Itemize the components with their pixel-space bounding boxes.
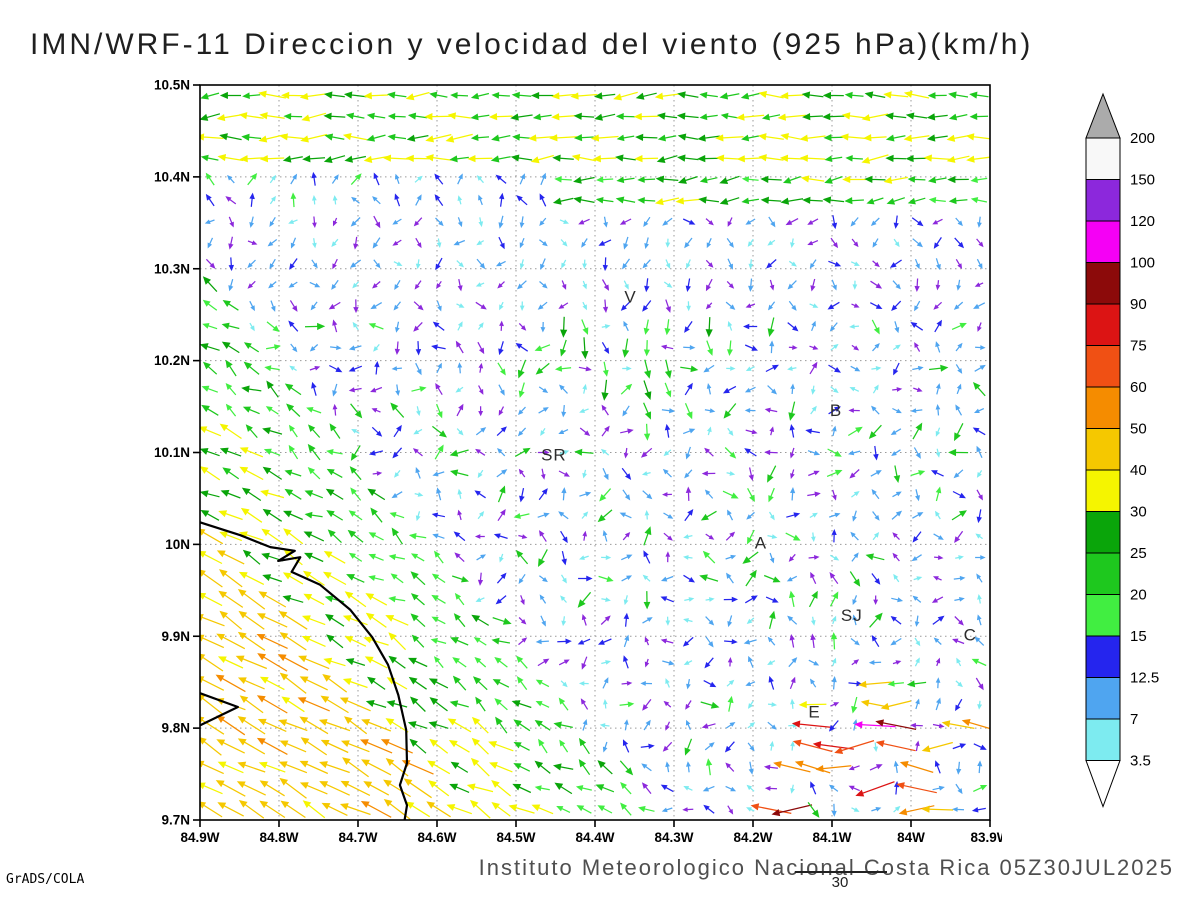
svg-text:150: 150 — [1130, 172, 1155, 189]
svg-text:84.1W: 84.1W — [812, 830, 851, 845]
grads-credit: GrADS/COLA — [6, 872, 85, 887]
svg-text:10.1N: 10.1N — [154, 445, 190, 460]
svg-text:7: 7 — [1130, 711, 1138, 728]
colorbar-segments — [1085, 137, 1121, 761]
x-axis-labels: 84.9W 84.8W 84.7W 84.6W 84.5W 84.4W 84.3W 84.2W… — [180, 830, 1002, 845]
svg-text:84W: 84W — [897, 830, 925, 845]
svg-text:83.9W: 83.9W — [970, 830, 1002, 845]
svg-text:9.7N: 9.7N — [161, 813, 190, 828]
svg-text:10.4N: 10.4N — [154, 169, 190, 184]
svg-text:84.2W: 84.2W — [733, 830, 772, 845]
map-plot: 84.9W 84.8W 84.7W 84.6W 84.5W 84.4W 84.3W 84.2W… — [154, 78, 1002, 846]
svg-text:200: 200 — [1130, 130, 1155, 147]
axis-ticks — [193, 84, 991, 827]
svg-text:84.3W: 84.3W — [654, 830, 693, 845]
svg-text:100: 100 — [1130, 255, 1155, 272]
frame-number: 30 — [831, 874, 849, 891]
station-labels: V B SR A SJ C E — [541, 287, 977, 722]
svg-text:SJ: SJ — [841, 606, 863, 625]
svg-text:40: 40 — [1130, 462, 1147, 479]
wind-vectors — [200, 90, 990, 820]
frame-underline — [795, 871, 887, 873]
svg-text:SR: SR — [541, 445, 567, 464]
svg-text:25: 25 — [1130, 545, 1147, 562]
colorbar: 3.5 7 12.5 15 20 25 30 40 50 60 75 90 100 120 150 200 — [1085, 92, 1159, 808]
svg-text:E: E — [808, 703, 820, 722]
y-axis-labels: 10.5N 10.4N 10.3N 10.2N 10.1N 10N 9.9N 9.8N 9.7N — [154, 78, 190, 828]
svg-text:9.9N: 9.9N — [161, 629, 190, 644]
svg-text:20: 20 — [1130, 587, 1147, 604]
svg-text:84.4W: 84.4W — [575, 830, 614, 845]
svg-text:30: 30 — [1130, 504, 1147, 521]
svg-text:84.6W: 84.6W — [417, 830, 456, 845]
svg-text:120: 120 — [1130, 213, 1155, 230]
svg-text:15: 15 — [1130, 628, 1147, 645]
svg-text:9.8N: 9.8N — [161, 721, 190, 736]
svg-text:60: 60 — [1130, 379, 1147, 396]
svg-text:A: A — [755, 534, 767, 553]
svg-text:84.5W: 84.5W — [496, 830, 535, 845]
svg-text:50: 50 — [1130, 421, 1147, 438]
colorbar-under-arrow — [1085, 760, 1121, 808]
gridlines — [199, 84, 991, 821]
svg-text:B: B — [830, 401, 842, 420]
coastline — [200, 521, 409, 820]
svg-text:75: 75 — [1130, 338, 1147, 355]
svg-text:84.7W: 84.7W — [338, 830, 377, 845]
svg-text:90: 90 — [1130, 296, 1147, 313]
svg-text:10.5N: 10.5N — [154, 78, 190, 93]
svg-text:84.8W: 84.8W — [259, 830, 298, 845]
chart-title: IMN/WRF-11 Direccion y velocidad del vie… — [30, 28, 1034, 61]
footer-institute: Instituto Meteorologico Nacional Costa R… — [478, 855, 1174, 880]
colorbar-labels: 3.5 7 12.5 15 20 25 30 40 50 60 75 90 100 120 150 200 — [1130, 130, 1159, 770]
svg-text:10.2N: 10.2N — [154, 353, 190, 368]
svg-text:10.3N: 10.3N — [154, 261, 190, 276]
svg-text:10N: 10N — [165, 537, 190, 552]
svg-text:V: V — [624, 287, 636, 306]
svg-text:12.5: 12.5 — [1130, 670, 1159, 687]
colorbar-over-arrow — [1085, 92, 1121, 139]
svg-text:C: C — [964, 625, 977, 644]
svg-text:84.9W: 84.9W — [180, 830, 219, 845]
svg-text:3.5: 3.5 — [1130, 753, 1151, 770]
